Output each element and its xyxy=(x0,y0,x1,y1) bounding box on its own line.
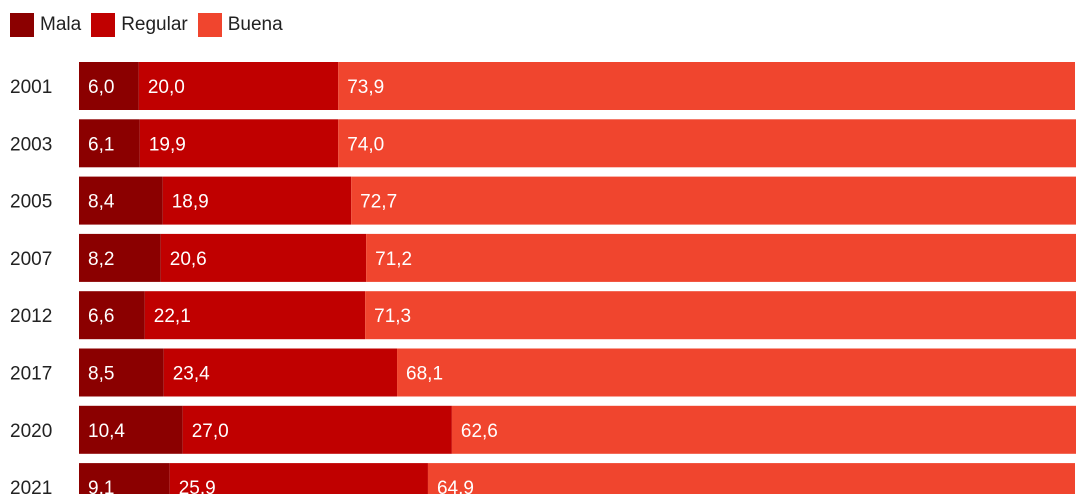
data-label-buena: 73,9 xyxy=(347,77,384,98)
y-tick-label: 2007 xyxy=(10,249,52,270)
data-label-regular: 27,0 xyxy=(192,421,229,442)
bar-segment-regular xyxy=(163,348,398,397)
bar-segment-mala xyxy=(79,291,145,340)
data-label-mala: 10,4 xyxy=(88,421,125,442)
bar-segment-regular xyxy=(169,463,428,494)
data-label-regular: 18,9 xyxy=(172,192,209,213)
data-label-buena: 71,3 xyxy=(374,306,411,327)
bar-segment-buena xyxy=(365,291,1076,340)
legend-item-buena: Buena xyxy=(197,13,283,37)
legend-swatch-mala xyxy=(10,13,34,37)
legend-label-regular: Regular xyxy=(121,14,188,35)
bar-segment-mala xyxy=(79,348,164,397)
data-label-buena: 64,9 xyxy=(437,478,474,494)
data-label-regular: 25,9 xyxy=(179,478,216,494)
bar-row-2021: 2021 9,1 25,9 64,9 xyxy=(10,463,1076,494)
bar-segment-regular xyxy=(162,176,352,225)
legend-label-mala: Mala xyxy=(40,14,82,35)
legend-swatch-buena xyxy=(197,13,222,37)
bar-segment-regular xyxy=(182,405,452,454)
data-label-mala: 6,1 xyxy=(88,134,114,155)
bar-segment-regular xyxy=(138,62,339,110)
bar-segment-mala xyxy=(79,233,161,282)
bar-segment-buena xyxy=(338,119,1076,168)
data-label-regular: 19,9 xyxy=(149,134,186,155)
legend-swatch-regular xyxy=(91,13,116,37)
data-label-mala: 9,1 xyxy=(88,478,114,494)
bar-row-2003: 2003 6,1 19,9 74,0 xyxy=(10,119,1076,168)
data-label-mala: 8,4 xyxy=(88,192,115,213)
y-tick-label: 2017 xyxy=(10,364,52,385)
data-label-buena: 74,0 xyxy=(347,134,384,155)
y-tick-label: 2021 xyxy=(10,478,52,494)
data-label-regular: 23,4 xyxy=(173,364,210,385)
data-label-mala: 8,5 xyxy=(88,364,114,385)
y-tick-label: 2012 xyxy=(10,306,52,327)
y-tick-label: 2020 xyxy=(10,421,52,442)
data-label-buena: 71,2 xyxy=(375,249,412,270)
data-label-mala: 8,2 xyxy=(88,249,114,270)
bar-segment-buena xyxy=(366,233,1076,282)
data-label-mala: 6,0 xyxy=(88,77,114,98)
bar-row-2005: 2005 8,4 18,9 72,7 xyxy=(10,176,1076,225)
bar-segment-regular xyxy=(139,119,339,168)
data-label-regular: 20,0 xyxy=(148,77,185,98)
bar-row-2012: 2012 6,6 22,1 71,3 xyxy=(10,291,1076,340)
data-label-buena: 72,7 xyxy=(360,192,397,213)
legend-item-mala: Mala xyxy=(10,13,81,37)
bar-row-2017: 2017 8,5 23,4 68,1 xyxy=(10,348,1076,397)
bar-segment-mala xyxy=(79,405,183,454)
bar-segment-regular xyxy=(160,233,367,282)
bar-segment-regular xyxy=(144,291,366,340)
y-tick-label: 2001 xyxy=(10,77,52,98)
bar-segment-mala xyxy=(79,62,139,110)
data-label-regular: 20,6 xyxy=(170,249,207,270)
data-label-buena: 68,1 xyxy=(406,364,443,385)
bar-segment-mala xyxy=(79,463,170,494)
bar-segment-buena xyxy=(397,348,1076,397)
bar-row-2007: 2007 8,2 20,6 71,2 xyxy=(10,233,1076,282)
data-label-regular: 22,1 xyxy=(154,306,191,327)
legend-label-buena: Buena xyxy=(227,14,283,35)
data-label-mala: 6,6 xyxy=(88,306,114,327)
y-tick-label: 2005 xyxy=(10,192,52,213)
bar-segment-buena xyxy=(351,176,1076,225)
y-tick-label: 2003 xyxy=(10,134,52,155)
bar-segment-mala xyxy=(79,119,140,168)
bar-row-2001: 2001 6,0 20,0 73,9 xyxy=(10,62,1076,110)
bar-segment-mala xyxy=(79,176,163,225)
bar-segment-buena xyxy=(427,463,1076,494)
data-label-buena: 62,6 xyxy=(461,421,498,442)
legend-item-regular: Regular xyxy=(91,13,188,37)
bar-row-2020: 2020 10,4 27,0 62,6 xyxy=(10,405,1076,454)
bar-segment-buena xyxy=(338,62,1076,110)
chart-legend: Mala Regular Buena xyxy=(10,12,283,38)
bar-segment-buena xyxy=(451,405,1076,454)
